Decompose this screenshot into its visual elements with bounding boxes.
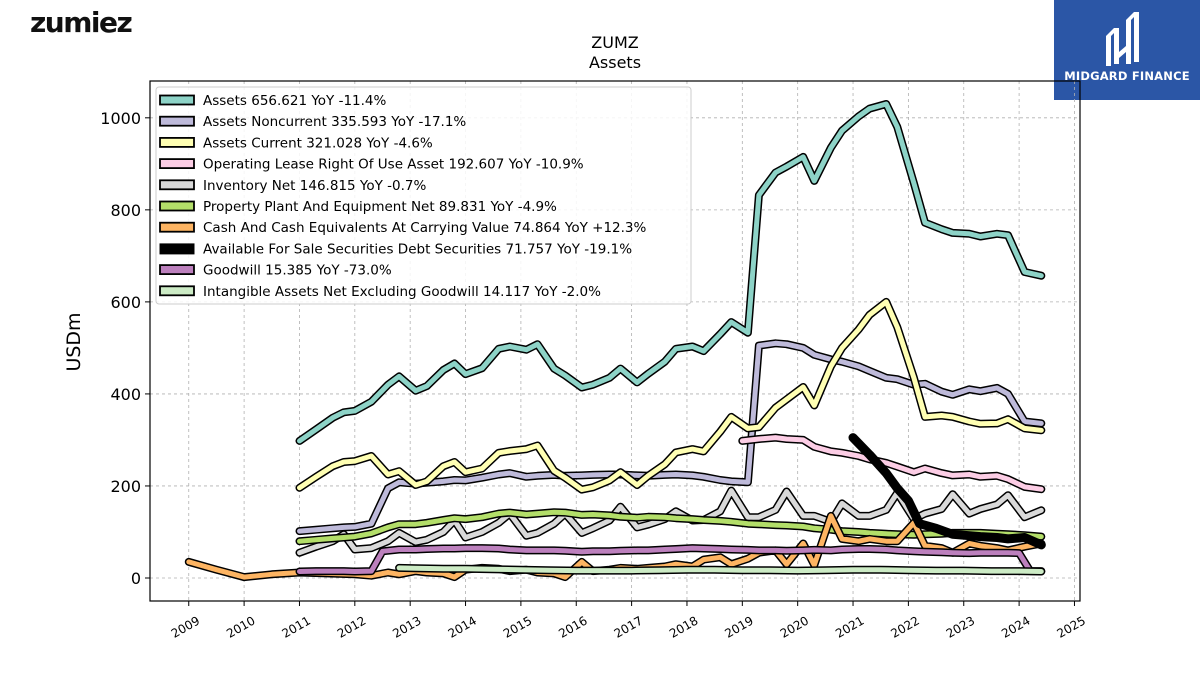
midgard-finance-logo: MIDGARD FINANCE xyxy=(1054,0,1200,100)
series-outline xyxy=(295,339,1046,536)
series-assets-noncurrent xyxy=(295,339,1046,536)
x-tick-label: 2020 xyxy=(778,613,811,640)
x-tick-label: 2018 xyxy=(667,613,700,640)
series-goodwill xyxy=(295,544,1046,576)
series-line xyxy=(396,565,1044,574)
x-tick-label: 2011 xyxy=(280,613,313,640)
legend-item: Cash And Cash Equivalents At Carrying Va… xyxy=(203,220,647,236)
x-tick-label: 2025 xyxy=(1055,613,1088,640)
legend-swatch xyxy=(159,221,195,233)
midgard-finance-wordmark: MIDGARD FINANCE xyxy=(1064,69,1190,83)
legend: Assets 656.621 YoY -11.4% Assets Noncurre… xyxy=(155,86,692,305)
legend-swatch xyxy=(159,264,195,276)
series-line xyxy=(297,299,1044,493)
x-tick-label: 2022 xyxy=(888,613,921,640)
x-tick-label: 2023 xyxy=(944,613,977,640)
series-assets-current xyxy=(295,297,1046,494)
series-operating-lease-right-of-use-asset xyxy=(738,433,1046,494)
legend-box xyxy=(155,86,692,305)
legend-swatch xyxy=(159,179,195,191)
series-line xyxy=(739,435,1044,492)
legend-swatch xyxy=(159,285,195,297)
x-tick-label: 2019 xyxy=(722,613,755,640)
x-tick-label: 2015 xyxy=(501,613,534,640)
x-axis: 2009 2010 2011 2012 2013 2014 2015 2016 2017 2018… xyxy=(169,601,1088,641)
y-tick-label: 400 xyxy=(110,385,141,404)
y-tick-label: 200 xyxy=(110,477,141,496)
y-tick-label: 1000 xyxy=(100,109,141,128)
series-line xyxy=(297,545,1044,574)
series-line xyxy=(297,101,1044,444)
x-tick-label: 2024 xyxy=(999,613,1032,640)
legend-item: Property Plant And Equipment Net 89.831 … xyxy=(203,199,557,215)
legend-swatch xyxy=(159,94,195,106)
legend-swatch xyxy=(159,243,195,255)
y-tick-label: 600 xyxy=(110,293,141,312)
legend-item: Assets Current 321.028 YoY -4.6% xyxy=(203,135,433,151)
y-tick-label: 800 xyxy=(110,201,141,220)
legend-item: Goodwill 15.385 YoY -73.0% xyxy=(203,263,392,279)
legend-item: Assets Noncurrent 335.593 YoY -17.1% xyxy=(203,114,466,130)
plot-frame xyxy=(149,80,1081,602)
legend-swatch xyxy=(159,136,195,148)
legend-item: Inventory Net 146.815 YoY -0.7% xyxy=(203,178,426,194)
legend-swatch xyxy=(159,200,195,212)
chart-title: ZUMZ xyxy=(591,33,638,52)
series-line xyxy=(297,340,1044,534)
series-available-for-sale-securities-debt-securities xyxy=(848,433,1046,550)
series-layer xyxy=(184,100,1046,582)
x-tick-label: 2009 xyxy=(169,613,202,640)
legend-swatch xyxy=(159,115,195,127)
chart-subtitle: Assets xyxy=(589,53,641,72)
x-tick-label: 2021 xyxy=(833,613,866,640)
x-tick-label: 2017 xyxy=(612,613,645,640)
x-tick-label: 2013 xyxy=(390,613,423,640)
series-line xyxy=(848,433,1046,550)
x-tick-label: 2014 xyxy=(446,613,479,640)
legend-item: Operating Lease Right Of Use Asset 192.6… xyxy=(203,157,584,173)
series-assets xyxy=(295,100,1046,445)
y-axis: 0 200 400 600 800 1000 xyxy=(100,109,150,588)
legend-item: Assets 656.621 YoY -11.4% xyxy=(203,93,387,109)
midgard-logo-icon xyxy=(1106,12,1139,66)
series-intangible-assets-net-excluding-goodwill xyxy=(395,563,1046,576)
legend-item: Available For Sale Securities Debt Secur… xyxy=(203,241,632,257)
x-tick-label: 2012 xyxy=(335,613,368,640)
legend-swatch xyxy=(159,158,195,170)
y-axis-label: USDm xyxy=(63,312,85,371)
y-tick-label: 0 xyxy=(131,569,141,588)
x-tick-label: 2010 xyxy=(224,613,257,640)
x-tick-label: 2016 xyxy=(556,613,589,640)
zumiez-logo: zumiez xyxy=(30,6,133,39)
legend-item: Intangible Assets Net Excluding Goodwill… xyxy=(203,284,601,300)
